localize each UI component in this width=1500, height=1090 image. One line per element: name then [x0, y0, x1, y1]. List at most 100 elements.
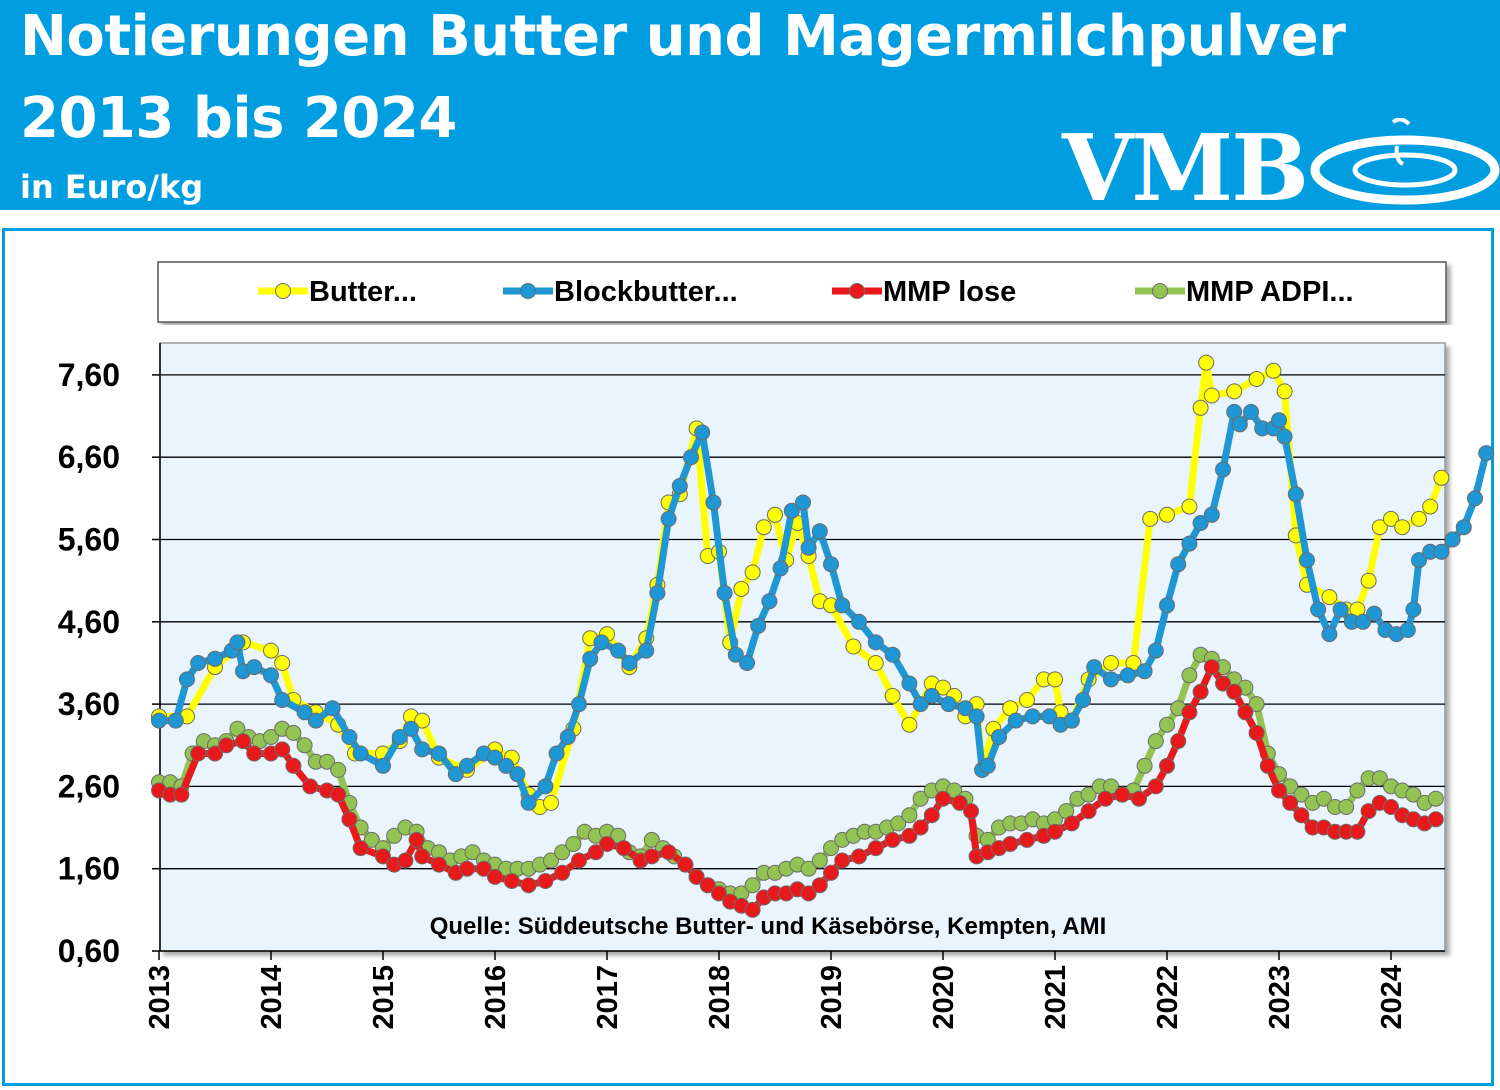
data-point	[1422, 498, 1439, 515]
data-point	[503, 873, 520, 889]
data-point	[851, 848, 867, 865]
data-point	[464, 844, 481, 861]
data-point	[1248, 371, 1265, 387]
data-point	[1411, 510, 1427, 527]
data-point	[800, 885, 817, 902]
data-point	[901, 827, 918, 844]
data-point	[699, 877, 716, 894]
y-tick-label: 5,60	[58, 522, 120, 558]
data-point	[487, 868, 503, 885]
data-point	[1024, 708, 1041, 725]
data-point	[867, 655, 884, 671]
data-point	[1063, 815, 1080, 832]
legend: Butter... Blockbutter... MMP lose MMP ADPI.…	[258, 276, 1354, 308]
data-point	[811, 523, 828, 540]
data-point	[1427, 790, 1444, 807]
data-point	[677, 856, 694, 873]
y-tick-label: 4,60	[58, 604, 120, 640]
data-point	[683, 449, 699, 466]
y-tick-label: 3,60	[58, 686, 120, 722]
data-point	[912, 819, 929, 836]
data-point	[324, 700, 341, 717]
data-point	[901, 807, 918, 824]
data-point	[498, 757, 515, 774]
data-point	[571, 696, 587, 713]
x-tick-label: 2014	[256, 965, 288, 1030]
data-point	[509, 766, 526, 783]
data-point	[459, 757, 475, 774]
y-tick-label: 7,60	[58, 357, 120, 393]
data-point	[431, 856, 447, 873]
data-point	[1215, 461, 1231, 478]
data-point	[1299, 552, 1315, 569]
data-point	[1019, 831, 1035, 848]
x-tick-label: 2017	[592, 965, 624, 1030]
data-point	[246, 745, 263, 762]
data-point	[263, 642, 279, 659]
data-point	[1405, 786, 1422, 803]
data-point	[1276, 428, 1293, 445]
data-point	[912, 696, 929, 713]
data-point	[912, 790, 929, 807]
data-point	[431, 745, 447, 762]
grid-lines	[160, 374, 1445, 870]
data-point	[1075, 692, 1091, 708]
x-tick-label: 2024	[1376, 965, 1408, 1030]
data-point	[867, 840, 884, 857]
data-point	[229, 634, 246, 651]
data-point	[190, 745, 207, 762]
data-point	[643, 831, 660, 848]
data-point	[1310, 601, 1327, 618]
data-point	[1192, 399, 1209, 416]
data-point	[610, 642, 627, 659]
data-point	[1181, 704, 1198, 721]
data-point	[414, 741, 431, 758]
data-point	[744, 901, 761, 918]
data-point	[408, 831, 425, 848]
legend-label: Butter...	[309, 276, 417, 308]
data-point	[414, 712, 431, 729]
data-point	[1047, 823, 1063, 840]
data-point	[543, 794, 559, 811]
data-point	[1282, 794, 1299, 811]
data-point	[554, 864, 571, 881]
data-point	[1159, 716, 1175, 733]
data-point	[263, 667, 279, 684]
legend-item: Butter...	[258, 276, 417, 308]
data-point	[520, 877, 537, 894]
data-point	[1467, 490, 1483, 507]
data-point	[1355, 613, 1371, 630]
legend-item: Blockbutter...	[503, 276, 738, 308]
data-point	[1271, 412, 1287, 429]
data-point	[923, 807, 940, 824]
data-point	[599, 836, 615, 852]
data-point	[957, 700, 974, 717]
data-point	[167, 712, 184, 729]
data-point	[403, 720, 419, 737]
data-point	[414, 848, 431, 865]
data-point	[520, 794, 537, 811]
data-point	[1383, 510, 1399, 527]
data-point	[1203, 387, 1220, 404]
data-point	[218, 737, 235, 754]
x-tick-label: 2013	[144, 965, 176, 1030]
data-point	[352, 840, 369, 857]
data-point	[1136, 757, 1153, 774]
data-point	[1248, 724, 1265, 741]
x-tick-label: 2020	[928, 965, 960, 1030]
chart-title-line2: 2013 bis 2024	[20, 86, 457, 151]
data-point	[940, 696, 957, 713]
data-point	[1349, 823, 1366, 840]
data-point	[1192, 683, 1209, 700]
legend-swatch-marker	[849, 283, 865, 299]
data-point	[459, 860, 475, 877]
y-tick-label: 1,60	[58, 851, 120, 887]
data-point	[1063, 712, 1080, 729]
data-point	[554, 844, 571, 861]
data-point	[1097, 790, 1114, 807]
legend-item: MMP ADPI...	[1135, 276, 1354, 308]
data-point	[884, 687, 901, 704]
data-point	[660, 844, 677, 861]
data-point	[705, 494, 722, 511]
vmb-logo-text: VMB	[1062, 114, 1309, 210]
